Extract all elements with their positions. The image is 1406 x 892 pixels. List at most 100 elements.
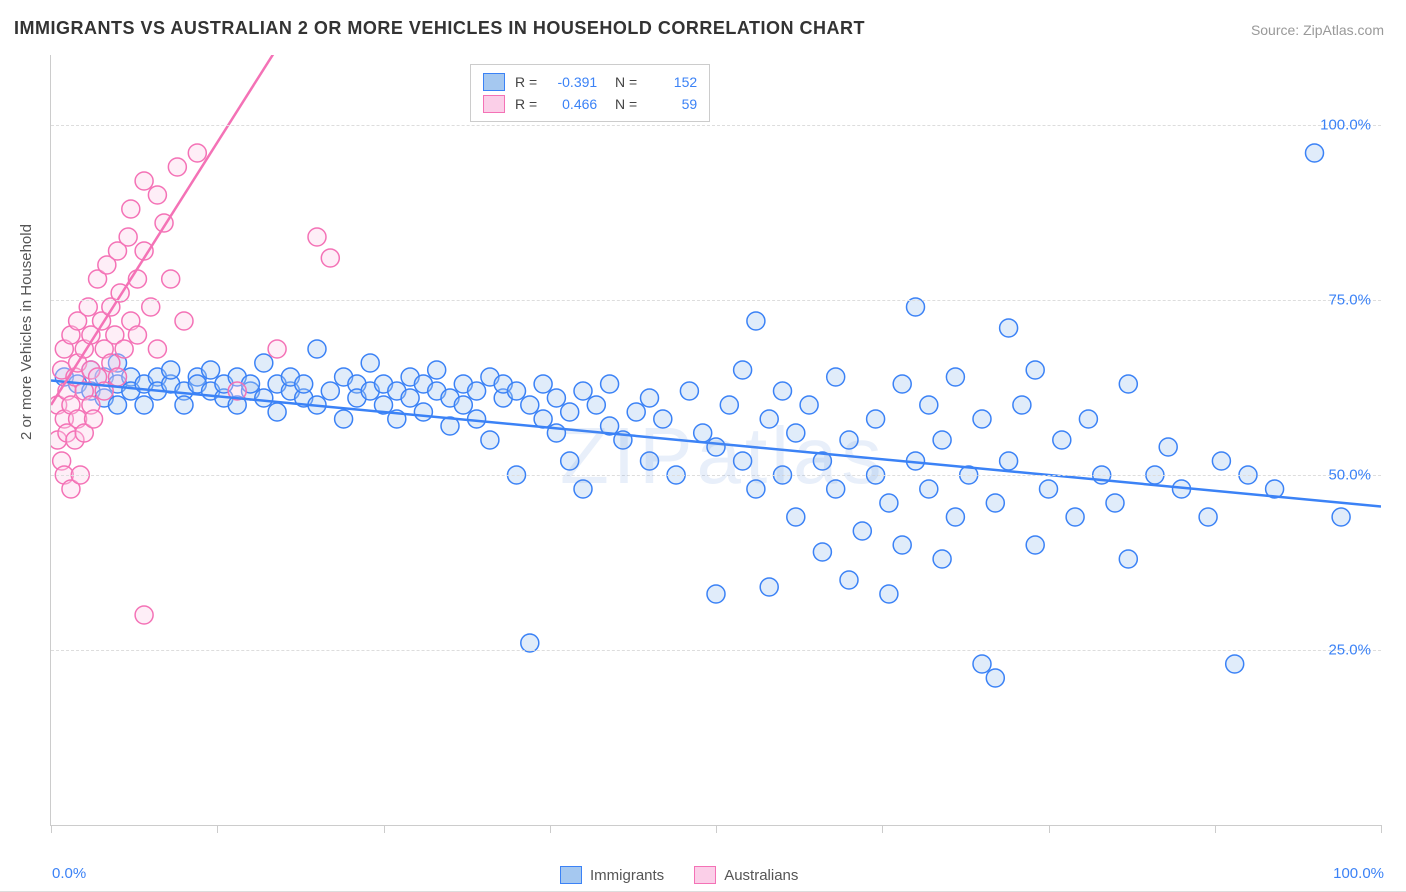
- x-tick: [550, 825, 551, 833]
- data-point: [1026, 361, 1044, 379]
- data-point: [1119, 375, 1137, 393]
- legend-n-label-2: N =: [607, 93, 637, 115]
- data-point: [641, 389, 659, 407]
- data-point: [1226, 655, 1244, 673]
- data-point: [760, 578, 778, 596]
- data-point: [933, 550, 951, 568]
- data-point: [707, 438, 725, 456]
- data-point: [547, 389, 565, 407]
- legend-series-box: Immigrants Australians: [560, 866, 798, 884]
- data-point: [827, 368, 845, 386]
- data-point: [1013, 396, 1031, 414]
- data-point: [414, 403, 432, 421]
- x-tick: [1049, 825, 1050, 833]
- data-point: [920, 396, 938, 414]
- data-point: [601, 375, 619, 393]
- data-point: [135, 606, 153, 624]
- data-point: [175, 396, 193, 414]
- data-point: [321, 382, 339, 400]
- x-tick: [51, 825, 52, 833]
- data-point: [1159, 438, 1177, 456]
- legend-label-immigrants: Immigrants: [590, 867, 664, 884]
- legend-correlation-box: R = -0.391 N = 152 R = 0.466 N = 59: [470, 64, 710, 122]
- data-point: [268, 340, 286, 358]
- data-point: [986, 494, 1004, 512]
- data-point: [122, 200, 140, 218]
- gridline: [51, 475, 1381, 476]
- legend-swatch-immigrants-bottom: [560, 866, 582, 884]
- data-point: [1026, 536, 1044, 554]
- data-point: [654, 410, 672, 428]
- x-tick: [1381, 825, 1382, 833]
- data-point: [627, 403, 645, 421]
- data-point: [202, 361, 220, 379]
- data-point: [561, 403, 579, 421]
- data-point: [680, 382, 698, 400]
- data-point: [135, 396, 153, 414]
- gridline: [51, 650, 1381, 651]
- x-tick: [1215, 825, 1216, 833]
- data-point: [308, 228, 326, 246]
- data-point: [295, 375, 313, 393]
- data-point: [880, 494, 898, 512]
- data-point: [574, 382, 592, 400]
- x-axis-min-label: 0.0%: [52, 865, 86, 882]
- data-point: [641, 452, 659, 470]
- data-point: [747, 480, 765, 498]
- gridline: [51, 300, 1381, 301]
- data-point: [162, 361, 180, 379]
- data-point: [800, 396, 818, 414]
- y-axis-title: 2 or more Vehicles in Household: [18, 224, 35, 440]
- data-point: [148, 186, 166, 204]
- y-tick-label: 75.0%: [1328, 292, 1371, 309]
- data-point: [734, 452, 752, 470]
- data-point: [827, 480, 845, 498]
- data-point: [720, 396, 738, 414]
- data-point: [1000, 452, 1018, 470]
- data-point: [1079, 410, 1097, 428]
- legend-row-australians: R = 0.466 N = 59: [483, 93, 697, 115]
- data-point: [734, 361, 752, 379]
- data-point: [468, 382, 486, 400]
- data-point: [335, 410, 353, 428]
- data-point: [162, 270, 180, 288]
- data-point: [1306, 144, 1324, 162]
- data-point: [893, 536, 911, 554]
- legend-r-value-australians: 0.466: [547, 93, 597, 115]
- legend-n-value-australians: 59: [647, 93, 697, 115]
- data-point: [760, 410, 778, 428]
- data-point: [521, 396, 539, 414]
- data-point: [973, 655, 991, 673]
- data-point: [454, 396, 472, 414]
- legend-label-australians: Australians: [724, 867, 798, 884]
- data-point: [175, 312, 193, 330]
- chart-title: IMMIGRANTS VS AUSTRALIAN 2 OR MORE VEHIC…: [14, 18, 865, 39]
- data-point: [920, 480, 938, 498]
- data-point: [694, 424, 712, 442]
- data-point: [115, 340, 133, 358]
- legend-r-value-immigrants: -0.391: [547, 71, 597, 93]
- data-point: [1106, 494, 1124, 512]
- y-tick-label: 25.0%: [1328, 642, 1371, 659]
- legend-swatch-australians-bottom: [694, 866, 716, 884]
- chart-plot-area: 25.0%50.0%75.0%100.0%: [50, 55, 1381, 826]
- data-point: [268, 403, 286, 421]
- data-point: [255, 389, 273, 407]
- data-point: [1199, 508, 1217, 526]
- legend-r-label-2: R =: [515, 93, 537, 115]
- legend-row-immigrants: R = -0.391 N = 152: [483, 71, 697, 93]
- data-point: [1053, 431, 1071, 449]
- data-point: [508, 382, 526, 400]
- data-point: [933, 431, 951, 449]
- trendline: [51, 381, 1381, 507]
- legend-n-label: N =: [607, 71, 637, 93]
- data-point: [534, 375, 552, 393]
- data-point: [986, 669, 1004, 687]
- data-point: [893, 375, 911, 393]
- data-point: [946, 508, 964, 526]
- data-point: [85, 410, 103, 428]
- data-point: [880, 585, 898, 603]
- x-axis-max-label: 100.0%: [1333, 865, 1384, 882]
- data-point: [109, 396, 127, 414]
- data-point: [587, 396, 605, 414]
